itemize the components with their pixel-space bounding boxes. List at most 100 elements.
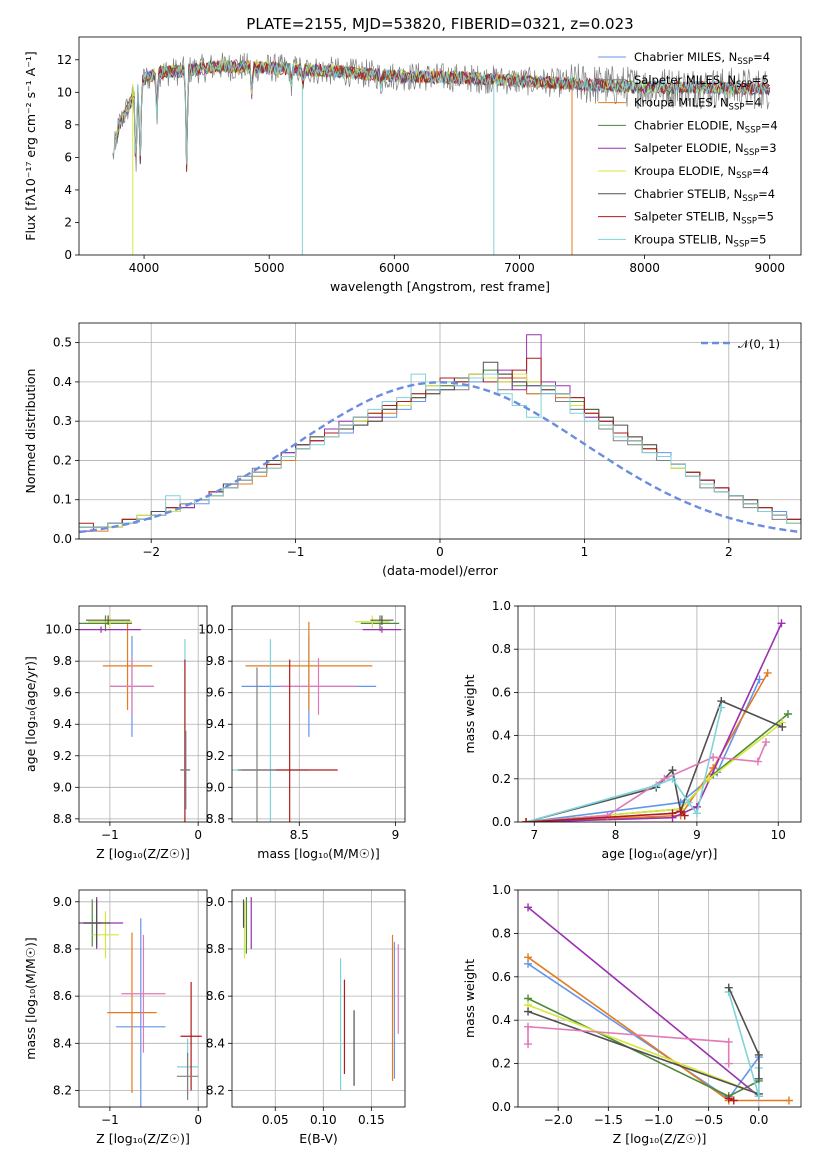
x-tick-label: −0.5 bbox=[694, 1113, 723, 1127]
legend-label: Chabrier MILES, NSSP=4 bbox=[634, 50, 770, 67]
y-tick-label: 9.0 bbox=[206, 895, 225, 909]
y-axis-label: age [log₁₀(age/yr)] bbox=[23, 656, 38, 772]
y-tick-label: 9.0 bbox=[53, 895, 72, 909]
mass-weight-line bbox=[526, 721, 783, 822]
plus-marker bbox=[680, 811, 689, 820]
axes-frame bbox=[231, 605, 406, 823]
y-tick-label: 1.0 bbox=[492, 883, 511, 897]
plus-marker bbox=[692, 809, 701, 818]
model-line-8 bbox=[114, 60, 770, 165]
panels: 4000 5000 6000 7000 8000 9000024681012wavelen… bbox=[23, 36, 802, 1146]
spectrum-legend: Chabrier MILES, NSSP=4 Salpeter MILES, NS… bbox=[598, 50, 778, 249]
panel-spectrum: 4000 5000 6000 7000 8000 9000 0 2 4 6 8 10 12 wavelen… bbox=[23, 36, 802, 294]
plus-marker bbox=[717, 703, 726, 712]
x-tick-label: −1 bbox=[101, 1113, 119, 1127]
y-tick-label: 0.3 bbox=[53, 414, 72, 428]
errorbar-point bbox=[121, 934, 166, 1053]
x-tick-label: −1 bbox=[287, 545, 305, 559]
plus-marker bbox=[668, 774, 677, 783]
x-axis-label: mass [log₁₀(M/M☉)] bbox=[257, 846, 379, 861]
y-tick-label: 8.8 bbox=[53, 942, 72, 956]
errorbar-point bbox=[79, 626, 141, 633]
y-tick-label: 0.1 bbox=[53, 493, 72, 507]
plus-marker bbox=[729, 1096, 738, 1105]
y-tick-label: 8.8 bbox=[206, 812, 225, 826]
axes-frame bbox=[78, 322, 802, 540]
x-tick-label: 8000 bbox=[629, 261, 660, 275]
y-tick-label: 9.8 bbox=[53, 654, 72, 668]
x-axis-label: Z [log₁₀(Z/Z☉)] bbox=[96, 1131, 190, 1146]
errorbar-point bbox=[109, 658, 155, 715]
y-tick-label: 9.0 bbox=[206, 780, 225, 794]
plus-marker bbox=[684, 798, 693, 807]
y-tick-label: 9.0 bbox=[53, 780, 72, 794]
y-tick-label: 0.0 bbox=[492, 1100, 511, 1114]
errorbar-point bbox=[370, 615, 394, 625]
y-tick-label: 0.4 bbox=[492, 1013, 511, 1027]
panel-massweight_vs_Z: −2.0 −1.5 −1.0 −0.5 0.0 0.0 0.2 0.4 0.6 0.8 1.0 Z [… bbox=[462, 883, 802, 1146]
y-tick-label: 0.8 bbox=[492, 926, 511, 940]
x-tick-label: 5000 bbox=[254, 261, 285, 275]
legend-label: Salpeter STELIB, NSSP=5 bbox=[634, 210, 774, 227]
x-axis-label: (data-model)/error bbox=[382, 563, 499, 578]
errorbar-point bbox=[102, 621, 153, 711]
legend-label: Kroupa MILES, NSSP=4 bbox=[634, 96, 761, 113]
y-tick-label: 9.6 bbox=[206, 686, 225, 700]
plus-marker bbox=[524, 903, 533, 912]
y-tick-label: 2 bbox=[64, 215, 72, 229]
x-tick-label: −1.5 bbox=[594, 1113, 623, 1127]
plus-marker bbox=[652, 781, 661, 790]
y-tick-label: 9.6 bbox=[53, 686, 72, 700]
y-tick-label: 1.0 bbox=[492, 599, 511, 613]
panel-mass_vs_ebv: 0.05 0.10 0.15 8.2 8.4 8.6 8.8 9.0 E(B-V) bbox=[206, 889, 406, 1146]
y-tick-label: 6 bbox=[64, 150, 72, 164]
y-tick-label: 9.2 bbox=[206, 749, 225, 763]
x-tick-label: 7 bbox=[530, 828, 538, 842]
x-tick-label: −2.0 bbox=[544, 1113, 573, 1127]
x-tick-label: 9 bbox=[693, 828, 701, 842]
mass-weight-line bbox=[526, 741, 767, 822]
x-tick-label: 7000 bbox=[504, 261, 535, 275]
plus-marker bbox=[754, 1074, 763, 1083]
y-tick-label: 8.6 bbox=[53, 989, 72, 1003]
y-tick-label: 0.5 bbox=[53, 336, 72, 350]
x-tick-label: 8.5 bbox=[290, 828, 309, 842]
x-tick-label: 0.0 bbox=[749, 1113, 768, 1127]
plus-marker bbox=[524, 1007, 533, 1016]
x-tick-label: 0 bbox=[194, 828, 202, 842]
plus-marker bbox=[724, 983, 733, 992]
x-tick-label: −2 bbox=[142, 545, 160, 559]
plus-marker bbox=[724, 1037, 733, 1046]
y-tick-label: 0.2 bbox=[492, 772, 511, 786]
y-tick-label: 8.8 bbox=[206, 942, 225, 956]
plus-marker bbox=[522, 818, 531, 822]
mass-weight-line bbox=[526, 672, 769, 822]
errorbar-point bbox=[87, 615, 132, 629]
errorbar-point bbox=[237, 667, 277, 822]
mass-weight-line bbox=[526, 622, 783, 822]
plus-marker bbox=[777, 619, 786, 628]
x-tick-label: 0.10 bbox=[310, 1113, 337, 1127]
plus-marker bbox=[668, 766, 677, 775]
mass-weight-line bbox=[727, 987, 760, 1079]
x-axis-label: Z [log₁₀(Z/Z☉)] bbox=[613, 1131, 707, 1146]
y-tick-label: 0.4 bbox=[492, 729, 511, 743]
y-tick-label: 8.4 bbox=[53, 1036, 72, 1050]
plus-marker bbox=[784, 1096, 793, 1105]
y-tick-label: 0.0 bbox=[53, 532, 72, 546]
panel-residual_hist: −2 −1 0 1 2 0.0 0.1 0.2 0.3 0.4 0.5 (data-model)/er… bbox=[23, 322, 802, 578]
axes-frame bbox=[78, 889, 208, 1108]
x-tick-label: −1 bbox=[101, 828, 119, 842]
y-tick-label: 8.2 bbox=[53, 1083, 72, 1097]
y-tick-label: 9.4 bbox=[53, 717, 72, 731]
legend-label: Kroupa ELODIE, NSSP=4 bbox=[634, 164, 769, 181]
y-tick-label: 4 bbox=[64, 183, 72, 197]
plus-marker bbox=[524, 1022, 533, 1031]
plus-marker bbox=[778, 722, 787, 731]
mass-weight-line bbox=[527, 1010, 760, 1095]
panel-age_vs_Z: −1 0 8.8 9.0 9.2 9.4 9.6 9.8 10.0 Z [log₁₀(Z/Z☉)]… bbox=[23, 605, 208, 861]
x-tick-label: 9000 bbox=[754, 261, 785, 275]
errorbar-point bbox=[355, 615, 390, 629]
y-tick-label: 0.6 bbox=[492, 970, 511, 984]
y-axis-label: mass weight bbox=[462, 959, 477, 1038]
